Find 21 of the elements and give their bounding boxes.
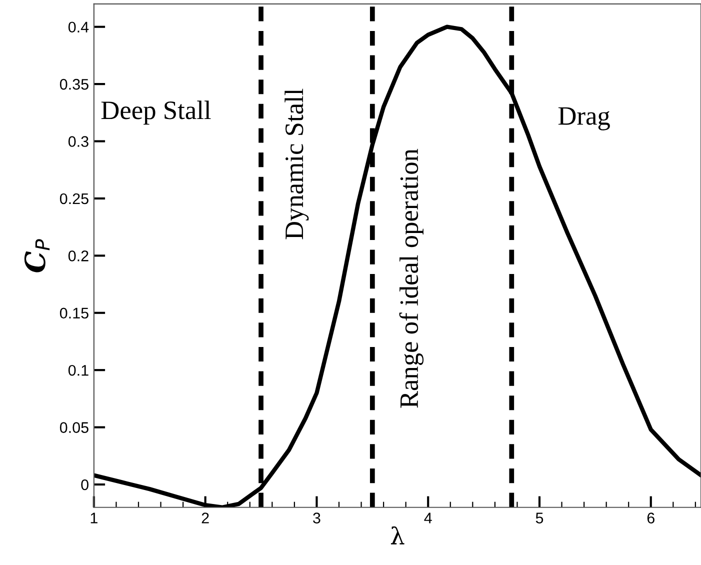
x-tick-label: 4 — [424, 512, 432, 524]
annotation: Deep Stall — [101, 100, 211, 125]
x-tick-label: 6 — [647, 512, 654, 524]
y-tick-label: 0.35 — [60, 78, 88, 90]
x-tick-label: 5 — [536, 512, 544, 524]
y-tick-label: 0.05 — [60, 422, 88, 433]
x-tick-label: 1 — [90, 512, 98, 524]
x-axis-title: λ — [390, 526, 404, 544]
y-tick-label: 0.3 — [68, 136, 88, 147]
annotation: Drag — [558, 107, 610, 130]
y-tick-label: 0.2 — [68, 250, 88, 262]
annotation: Range of ideal operation — [399, 148, 424, 408]
y-tick-label: 0.25 — [60, 193, 88, 204]
x-tick-label: 3 — [313, 512, 320, 524]
y-tick-label: 0.4 — [68, 22, 89, 33]
y-axis-title: C$_{P}$ — [24, 239, 50, 272]
annotation: Dynamic Stall — [284, 88, 309, 240]
y-tick-label: 0.15 — [60, 308, 88, 319]
y-tick-label: 0 — [81, 479, 88, 490]
y-tick-label: 0.1 — [68, 364, 88, 376]
x-tick-label: 2 — [202, 512, 209, 524]
